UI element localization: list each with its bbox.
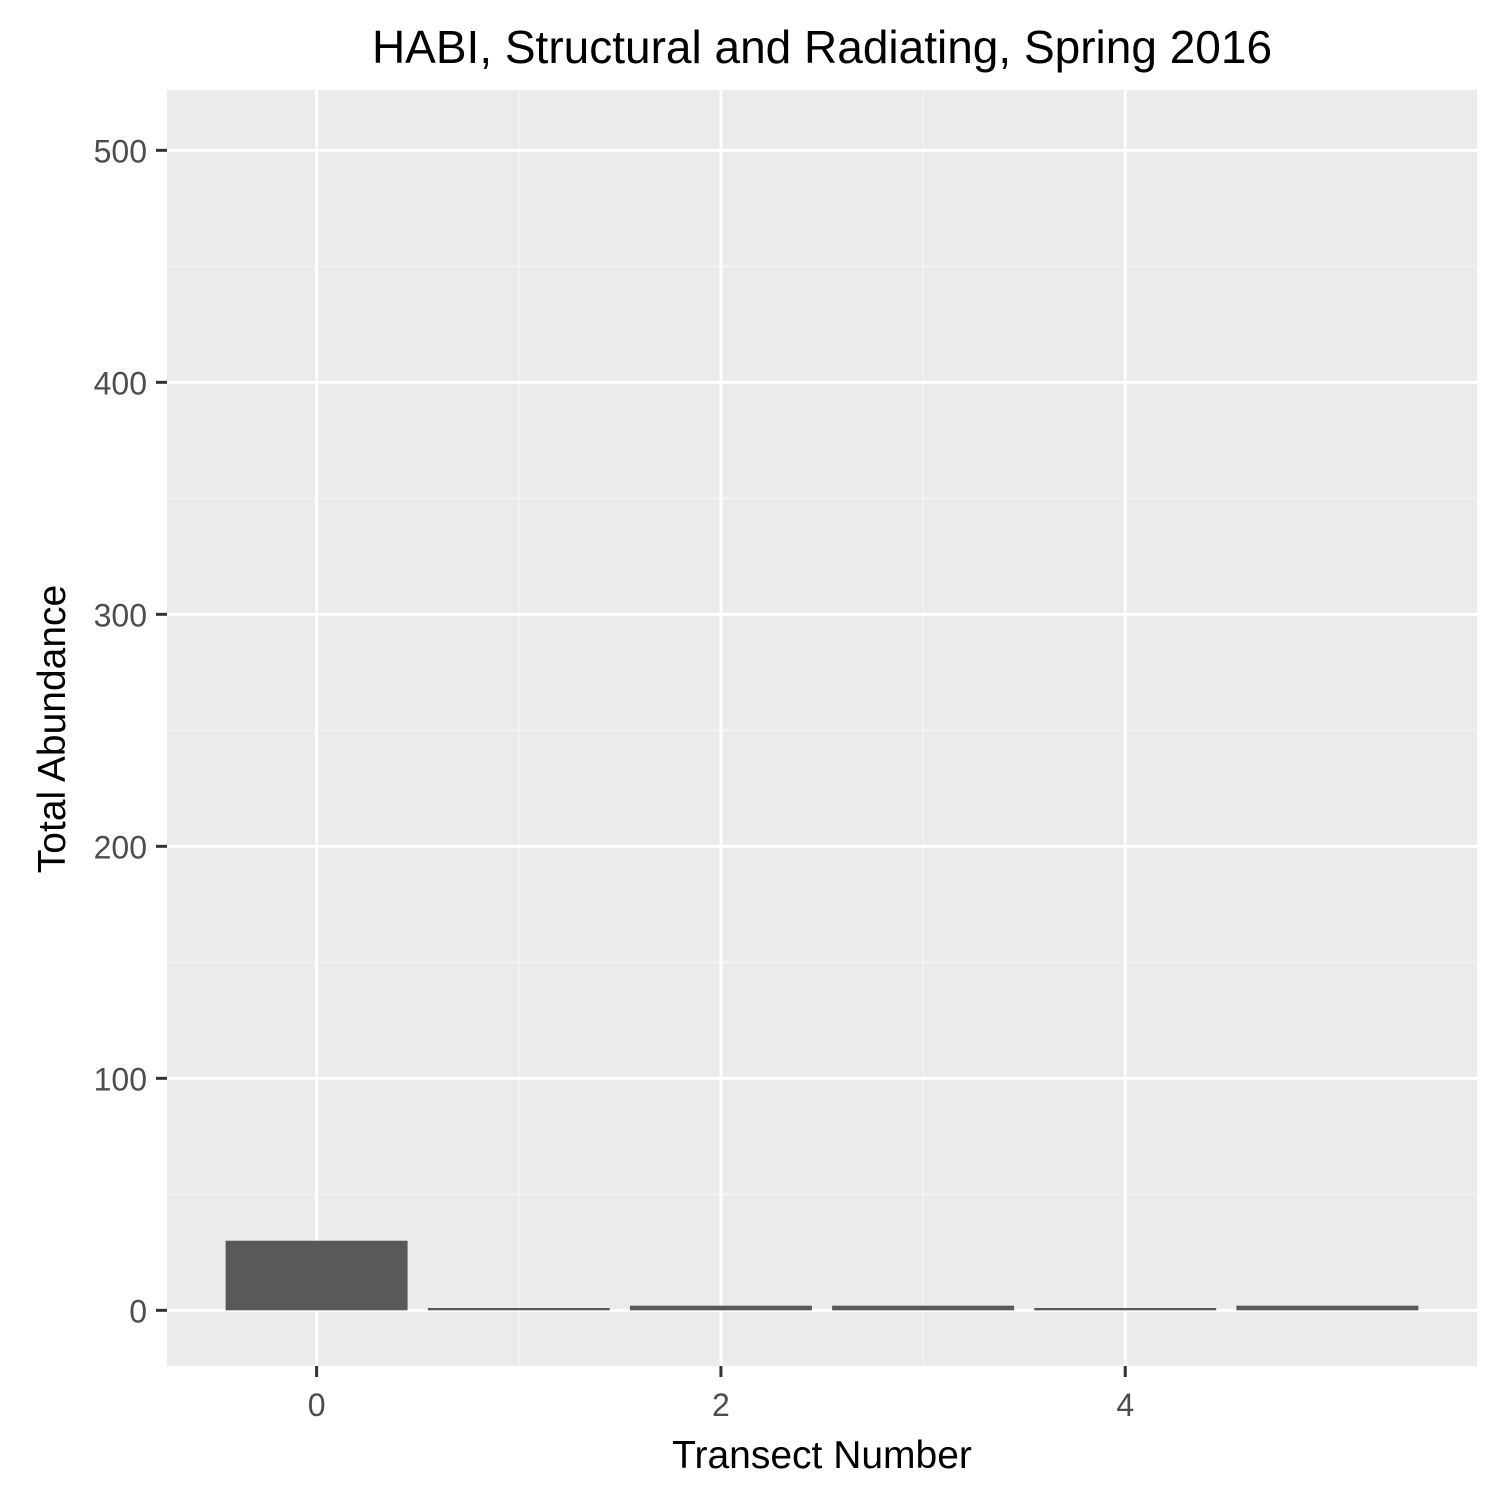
y-tick-label: 300: [94, 597, 147, 633]
x-tick-label: 4: [1116, 1387, 1134, 1423]
minor-gridlines-x: [518, 90, 924, 1366]
chart-title: HABI, Structural and Radiating, Spring 2…: [372, 21, 1272, 73]
y-tick-label: 500: [94, 133, 147, 169]
major-gridlines-y: [167, 148, 1477, 1312]
bar-transect-0: [225, 1240, 408, 1311]
x-tick-label: 2: [712, 1387, 730, 1423]
plot-panel: [167, 90, 1477, 1366]
major-gridlines-x: [315, 90, 1127, 1366]
x-axis-title: Transect Number: [672, 1434, 972, 1477]
x-tick-label: 0: [308, 1387, 326, 1423]
bars: [225, 1240, 1419, 1311]
bar-transect-3: [832, 1305, 1015, 1311]
bar-transect-1: [427, 1308, 610, 1311]
x-axis: 0 2 4: [308, 1366, 1134, 1423]
y-tick-label: 100: [94, 1061, 147, 1097]
minor-gridlines-y: [167, 265, 1477, 1196]
bar-transect-5: [1236, 1305, 1419, 1311]
y-tick-label: 0: [129, 1293, 147, 1329]
bar-transect-4: [1034, 1308, 1217, 1311]
y-tick-label: 200: [94, 829, 147, 865]
y-axis: 0 100 200 300 400 500: [94, 133, 167, 1329]
y-axis-title: Total Abundance: [31, 585, 74, 873]
y-tick-label: 400: [94, 365, 147, 401]
bar-transect-2: [629, 1305, 812, 1311]
